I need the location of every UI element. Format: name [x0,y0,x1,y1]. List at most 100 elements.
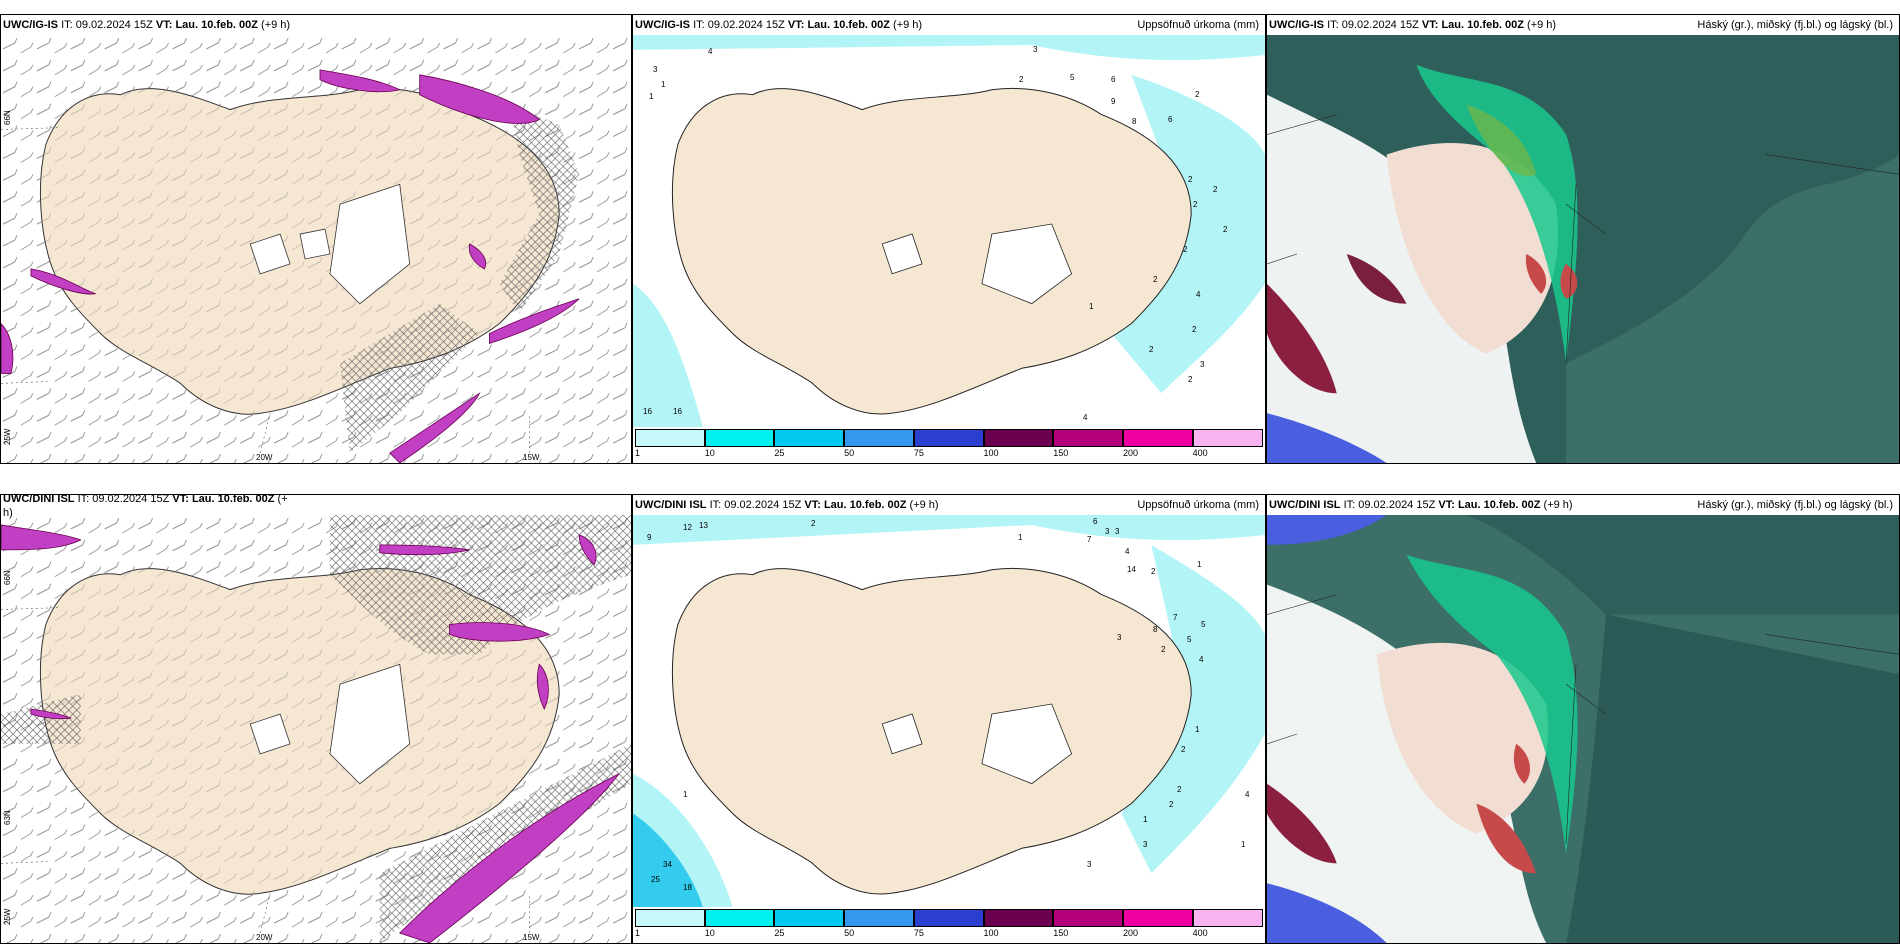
precip-value: 4 [1196,290,1201,299]
precip-value: 2 [811,519,816,528]
precip-value: 1 [1018,533,1023,542]
panel-title: Uppsöfnuð úrkoma (mm) [1137,499,1259,511]
precip-value: 2 [1188,175,1193,184]
lead-time: (+9 h) [261,19,291,31]
init-time: 09.02.2024 15Z [707,19,785,31]
valid-time: Lau. 10.feb. 00Z [823,499,907,511]
lead-time: (+9 h) [1527,19,1557,31]
precip-value: 3 [1117,633,1122,642]
map-area [1267,35,1899,463]
precip-value: 8 [1153,625,1158,634]
precip-value: 3 [1143,840,1148,849]
lead-time: (+9 h) [893,19,923,31]
precip-value: 1 [1195,725,1200,734]
colorbar-segment [913,909,984,927]
lead-time: (+9 h) [909,499,939,511]
colorbar-tick: 10 [704,928,715,938]
colorbar-segment [1192,429,1263,447]
colorbar-segment [1053,429,1123,447]
cloud-map-svg [1267,515,1899,943]
precip-value: 6 [1093,517,1098,526]
precip-value: 3 [1105,527,1110,536]
valid-time-label: VT: [1421,19,1439,31]
panel-header: UWC/DINI ISL IT: 09.02.2024 15Z VT: Lau.… [633,495,1265,515]
valid-time-label: VT: [155,19,173,31]
valid-time-label: VT: [1438,499,1455,511]
init-time: 09.02.2024 15Z [1341,19,1419,31]
colorbar-segment [635,909,705,927]
precip-value: 2 [1193,200,1198,209]
cloud-map-panel-top: UWC/IG-IS IT: 09.02.2024 15Z VT: Lau. 10… [1266,14,1900,464]
cloud-map-svg [1267,35,1899,463]
icing-map-svg [1,35,631,463]
precip-value: 2 [1153,275,1158,284]
model-label: UWC/DINI ISL [1269,499,1341,511]
colorbar-tick: 200 [1122,448,1138,458]
model-label: UWC/IG-IS [635,19,690,31]
colorbar-segment [635,429,705,447]
lon-label-15w: 15W [523,933,540,942]
lat-label-25w: 25W [3,908,12,925]
icing-wind-map-panel-bottom: UWC/DINI ISL IT: 09.02.2024 15Z VT: Lau.… [0,494,632,944]
colorbar-segment [913,429,984,447]
precip-value: 1 [1241,840,1246,849]
precip-value: 14 [1127,565,1136,574]
precip-value: 2 [1177,785,1182,794]
precip-value: 5 [1070,73,1075,82]
init-time: 09.02.2024 15Z [724,499,802,511]
colorbar-segment [704,909,775,927]
precip-map-panel-top: UWC/IG-IS IT: 09.02.2024 15Z VT: Lau. 10… [632,14,1266,464]
precip-value: 2 [1213,185,1218,194]
precip-value: 4 [1083,413,1088,422]
precip-value: 12 [683,523,692,532]
colorbar-segment [1053,909,1123,927]
precip-value: 2 [1223,225,1228,234]
lon-label-20w: 20W [256,453,273,462]
panel-header: UWC/IG-IS IT: 09.02.2024 15Z VT: Lau. 10… [1267,15,1899,35]
colorbar-segment [844,429,914,447]
panel-title: Uppsöfnuð úrkoma (mm) [1137,19,1259,31]
init-time-label: IT: [1327,19,1339,31]
precip-value: 6 [1111,75,1116,84]
precip-value: 5 [1201,620,1206,629]
precip-map-panel-bottom: UWC/DINI ISL IT: 09.02.2024 15Z VT: Lau.… [632,494,1266,944]
colorbar-segment [1122,909,1193,927]
precip-colorbar: 1 10 25 50 75 100 150 200 400 [635,909,1263,941]
colorbar-tick: 75 [913,928,924,938]
lat-label-63n: 63N [3,810,12,825]
precip-value: 3 [1033,45,1038,54]
precip-value: 2 [1188,375,1193,384]
colorbar-tick: 50 [844,928,855,938]
precip-value: 2 [1161,645,1166,654]
map-area: 12 13 9 2 1 6 7 3 3 14 2 1 4 7 5 3 8 5 2… [633,515,1265,907]
valid-time-label: VT: [172,494,189,505]
lon-label-20w: 20W [256,933,273,942]
map-area [1,35,631,463]
precip-colorbar: 1 10 25 50 75 100 150 200 400 [635,429,1263,461]
colorbar-segment [1192,909,1263,927]
valid-time: Lau. 10.feb. 00Z [1441,19,1524,31]
panel-title: Háský (gr.), miðský (fj.bl.) og lágský (… [1697,19,1893,31]
model-label: UWC/IG-IS [1269,19,1324,31]
init-time: 09.02.2024 15Z [92,494,170,505]
lat-label-25w: 25W [3,428,12,445]
colorbar-segment [1122,429,1193,447]
colorbar-tick: 75 [913,448,924,458]
panel-header: UWC/IG-IS IT: 09.02.2024 15Z VT: Lau. 10… [633,15,1265,35]
colorbar-tick: 100 [983,448,999,458]
precip-map-svg [633,35,1265,427]
init-time: 09.02.2024 15Z [1358,499,1436,511]
precip-value: 2 [1195,90,1200,99]
panel-header-wrap: h) [3,507,13,519]
precip-value: 2 [1151,567,1156,576]
colorbar-segment [844,909,914,927]
precip-value: 9 [1111,97,1116,106]
panel-header: UWC/DINI ISL IT: 09.02.2024 15Z VT: Lau.… [1267,495,1899,515]
colorbar-segment [774,909,845,927]
precip-value: 9 [647,533,652,542]
precip-value: 1 [1197,560,1202,569]
colorbar-tick: 1 [635,928,641,938]
colorbar-tick: 25 [774,928,785,938]
cloud-map-panel-bottom: UWC/DINI ISL IT: 09.02.2024 15Z VT: Lau.… [1266,494,1900,944]
colorbar-tick: 50 [844,448,855,458]
